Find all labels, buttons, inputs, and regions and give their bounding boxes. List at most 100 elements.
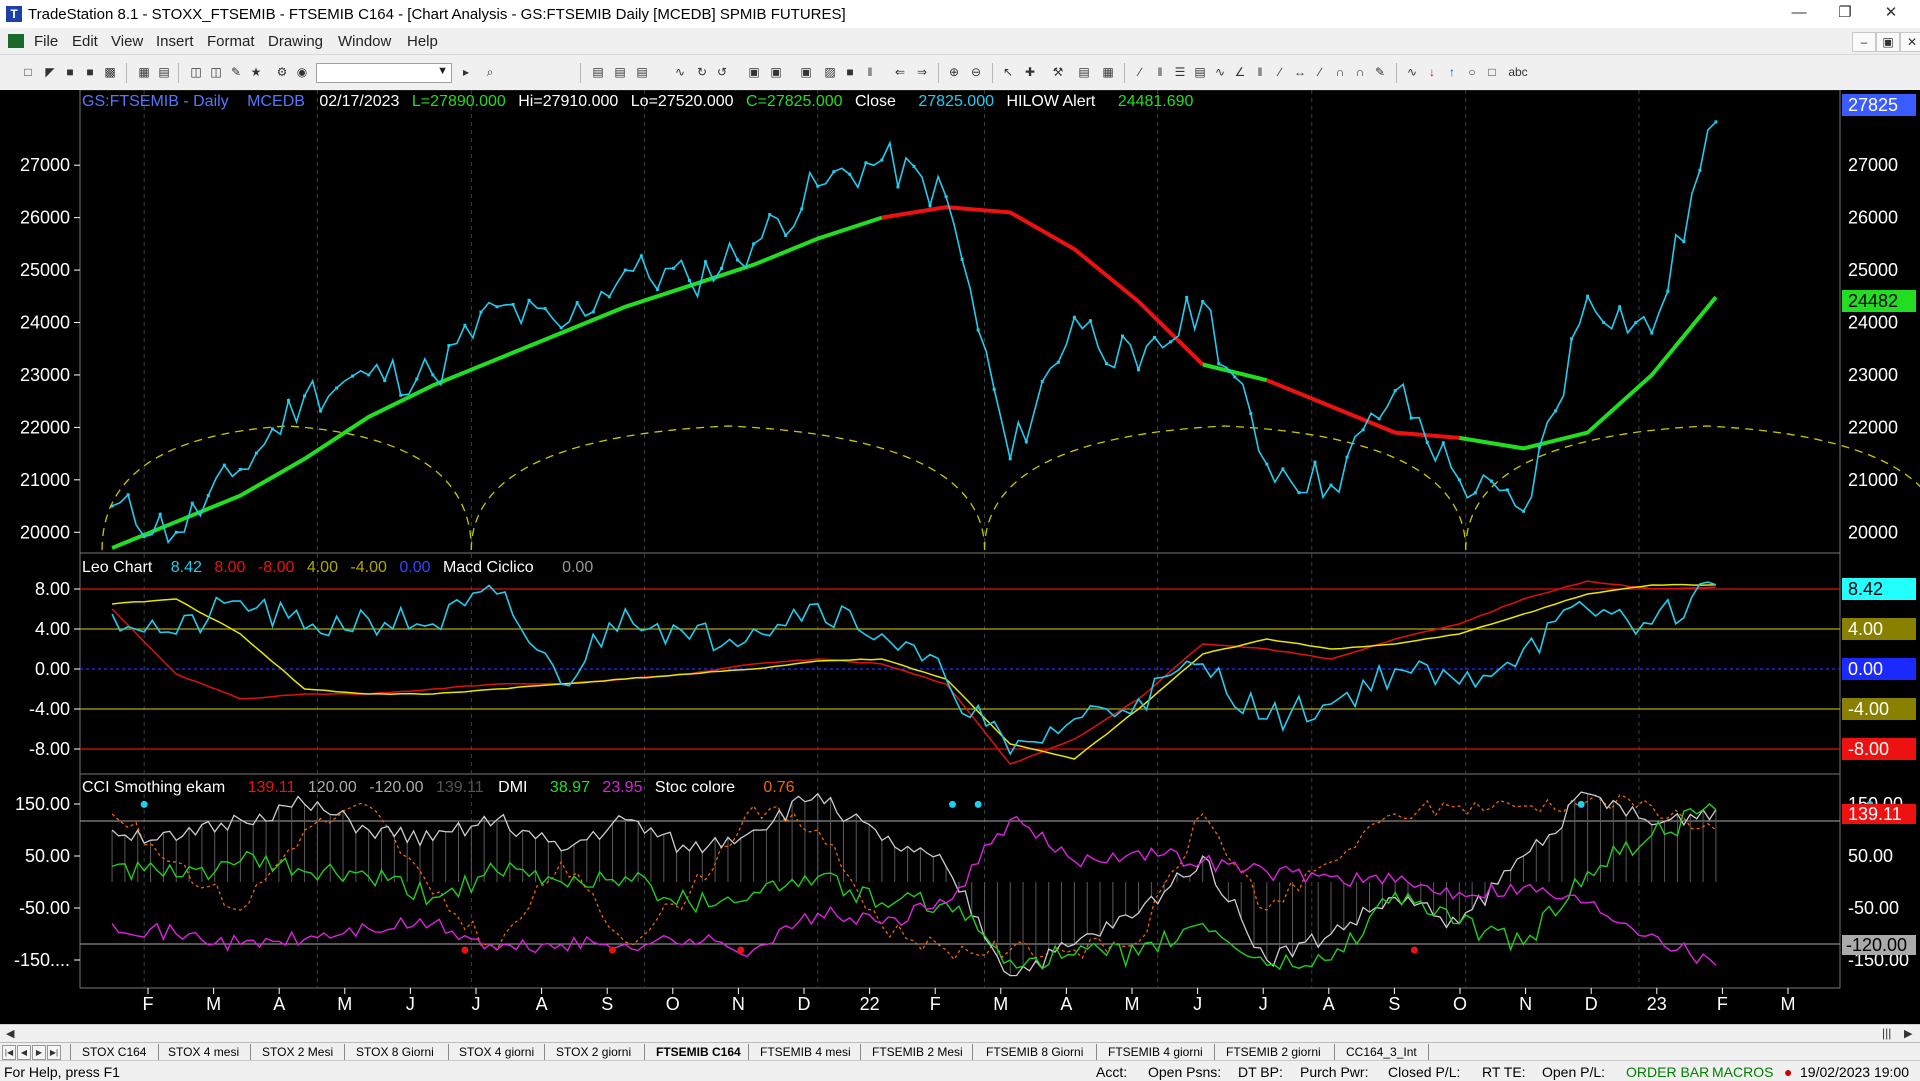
vertical-lines-icon[interactable]: ‖ — [1157, 65, 1163, 79]
export-icon[interactable]: ▤ — [1078, 65, 1090, 79]
print-icon[interactable]: ▦ — [138, 65, 150, 79]
arrow-down-icon[interactable]: ↓ — [1429, 65, 1435, 79]
menu-window[interactable]: Window — [338, 33, 392, 50]
menu-format[interactable]: Format — [207, 33, 255, 50]
save-icon[interactable]: ▩ — [104, 65, 116, 79]
tab-stox-4-giorni[interactable]: STOX 4 giorni — [459, 1045, 535, 1059]
trendline-icon[interactable]: ∕ — [1138, 65, 1141, 79]
menu-view[interactable]: View — [111, 33, 144, 50]
price-axis-label-right: 26000 — [1848, 208, 1898, 228]
tab-prev-icon[interactable]: ◀ — [17, 1045, 31, 1060]
menu-help[interactable]: Help — [407, 33, 438, 50]
crosshair-icon[interactable]: ✚ — [1024, 65, 1036, 79]
tab-ftsemib-8-giorni[interactable]: FTSEMIB 8 Giorni — [986, 1045, 1084, 1059]
strategy-icon[interactable]: ▨ — [824, 65, 836, 79]
scroll-right-icon[interactable]: ▶ — [1904, 1028, 1913, 1040]
new-icon[interactable]: □ — [24, 65, 32, 79]
rectangle-icon[interactable]: □ — [1488, 65, 1496, 79]
tab-first-icon[interactable]: |◀ — [2, 1045, 16, 1060]
chart-window-icon[interactable] — [8, 34, 24, 48]
menu-file[interactable]: File — [34, 33, 59, 50]
status-macros[interactable]: MACROS — [1712, 1064, 1774, 1080]
tab-stox-2-giorni[interactable]: STOX 2 giorni — [556, 1045, 632, 1059]
parallel-lines-icon[interactable]: ∕ — [1318, 65, 1321, 79]
line-chart-icon[interactable]: ∿ — [674, 65, 686, 79]
last-price-label: L=27890.000 — [412, 93, 506, 110]
gann-fan-icon[interactable]: ‖ — [1257, 65, 1263, 79]
chart-horizontal-scrollbar[interactable]: ◀ ||| ▶ — [0, 1024, 1920, 1047]
chart-canvas[interactable]: 27000 27000 26000 26000 25000 25000 24000 24000… — [0, 90, 1920, 1024]
horizontal-lines-icon[interactable]: ☰ — [1174, 65, 1186, 79]
andrews-icon[interactable]: ∕ — [1278, 65, 1281, 79]
child-restore-button[interactable]: ▣ — [1876, 32, 1900, 52]
tools-icon[interactable]: ⚒ — [1052, 65, 1064, 79]
circle-icon[interactable]: ○ — [1468, 65, 1476, 79]
analysis-icon[interactable]: ⚙ — [276, 65, 288, 79]
grid-icon[interactable]: ▦ — [1102, 65, 1114, 79]
last-price-box — [1842, 94, 1916, 116]
channel-icon[interactable]: ▤ — [1194, 65, 1206, 79]
tab-ftsemib-c164[interactable]: FTSEMIB C164 — [656, 1045, 741, 1059]
text-tool-icon[interactable]: abc — [1508, 65, 1528, 79]
scroll-left-icon[interactable]: ◀ — [6, 1028, 15, 1040]
child-minimize-button[interactable]: – — [1852, 32, 1876, 52]
refresh-icon[interactable]: ↻ — [696, 65, 708, 79]
tab-ftsemib-2-mesi[interactable]: FTSEMIB 2 Mesi — [872, 1045, 963, 1059]
tab-stox-4-mesi[interactable]: STOX 4 mesi — [168, 1045, 240, 1059]
reload-icon[interactable]: ↺ — [716, 65, 728, 79]
minimize-button[interactable]: — — [1791, 4, 1807, 21]
chart-analysis-window[interactable]: 27000 27000 26000 26000 25000 25000 24000 24000… — [0, 90, 1920, 1024]
scroll-thumb-icon[interactable]: ||| — [1882, 1026, 1892, 1040]
edit-icon[interactable]: ✎ — [230, 65, 242, 79]
pen-icon[interactable]: ✎ — [1374, 65, 1386, 79]
child-close-button[interactable]: ✕ — [1900, 32, 1920, 52]
format-icon[interactable]: ★ — [250, 65, 262, 79]
arrow-up-icon[interactable]: ↑ — [1449, 65, 1455, 79]
zoom-in-icon[interactable]: ⊕ — [948, 65, 960, 79]
maximize-button[interactable]: ❐ — [1838, 4, 1852, 21]
open-workspace-icon[interactable]: ■ — [66, 65, 74, 79]
palette-icon[interactable]: ◉ — [296, 65, 308, 79]
arrow-right-icon[interactable]: ▸ — [462, 65, 470, 79]
indicator-icon[interactable]: ▣ — [748, 65, 760, 79]
copy-icon[interactable]: ◫ — [190, 65, 202, 79]
menu-edit[interactable]: Edit — [72, 33, 98, 50]
bar-chart-icon[interactable]: ▤ — [636, 65, 648, 79]
tab-cc164-3-int[interactable]: CC164_3_Int — [1346, 1045, 1417, 1059]
chevron-down-icon[interactable]: ▼ — [437, 65, 448, 77]
study-icon[interactable]: ▣ — [770, 65, 782, 79]
bar-spacing-icon[interactable]: ‖ — [867, 65, 873, 79]
paste-icon[interactable]: ◫ — [210, 65, 222, 79]
signal-icon[interactable]: ■ — [846, 65, 854, 79]
speed-lines-icon[interactable]: ∠ — [1234, 65, 1246, 79]
menu-insert[interactable]: Insert — [156, 33, 194, 50]
tab-stox-2-mesi[interactable]: STOX 2 Mesi — [262, 1045, 334, 1059]
open-folder-icon[interactable]: ◤ — [45, 65, 55, 79]
tab-stox-8-giorni[interactable]: STOX 8 Giorni — [356, 1045, 434, 1059]
tab-last-icon[interactable]: ▶| — [47, 1045, 61, 1060]
status-order-bar[interactable]: ORDER BAR — [1626, 1064, 1710, 1080]
tab-ftsemib-4-mesi[interactable]: FTSEMIB 4 mesi — [760, 1045, 851, 1059]
chart-style-icon[interactable]: ▤ — [614, 65, 626, 79]
close-button[interactable]: ✕ — [1884, 4, 1898, 21]
close-workspace-icon[interactable]: ■ — [86, 65, 94, 79]
print-preview-icon[interactable]: ▤ — [158, 65, 170, 79]
menu-drawing[interactable]: Drawing — [268, 33, 324, 50]
fibonacci-icon[interactable]: ∿ — [1214, 65, 1226, 79]
pointer-icon[interactable]: ↖ — [1002, 65, 1014, 79]
chart-layout-icon[interactable]: ▤ — [592, 65, 604, 79]
arc-icon[interactable]: ∩ — [1335, 65, 1345, 79]
ellipse-arc-icon[interactable]: ∩ — [1355, 65, 1365, 79]
tab-stox-c164[interactable]: STOX C164 — [82, 1045, 147, 1059]
zoom-out-icon[interactable]: ⊖ — [970, 65, 982, 79]
symbol-combo[interactable]: ▼ — [316, 63, 452, 83]
tab-next-icon[interactable]: ▶ — [32, 1045, 46, 1060]
bars-right-icon[interactable]: ⇒ — [916, 65, 928, 79]
window-icon[interactable]: ▣ — [800, 65, 812, 79]
freehand-icon[interactable]: ∿ — [1406, 65, 1418, 79]
tab-ftsemib-4-giorni[interactable]: FTSEMIB 4 giorni — [1108, 1045, 1203, 1059]
horizontal-arrow-icon[interactable]: ↔ — [1294, 65, 1306, 79]
find-symbol-icon[interactable]: ⌕ — [486, 65, 494, 79]
tab-ftsemib-2-giorni[interactable]: FTSEMIB 2 giorni — [1226, 1045, 1321, 1059]
bars-left-icon[interactable]: ⇐ — [894, 65, 906, 79]
